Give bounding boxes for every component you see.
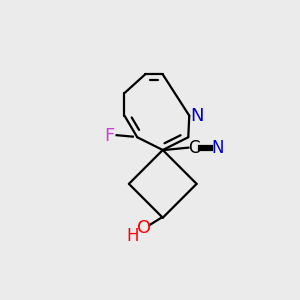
- Text: N: N: [211, 139, 224, 157]
- Text: H: H: [126, 227, 139, 245]
- Text: F: F: [104, 127, 114, 145]
- Text: O: O: [136, 219, 151, 237]
- Text: N: N: [190, 106, 203, 124]
- Text: C: C: [188, 139, 200, 157]
